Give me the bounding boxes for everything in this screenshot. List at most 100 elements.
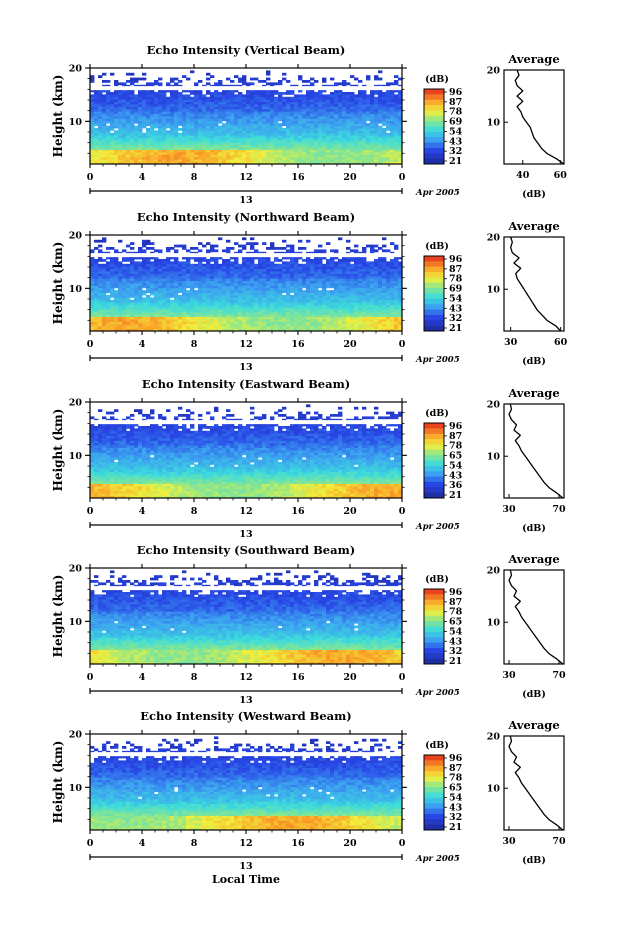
heatmap-cell (318, 137, 323, 141)
heatmap-cell (350, 135, 355, 138)
heatmap-cell (382, 137, 387, 141)
heatmap-cell (298, 89, 303, 93)
heatmap-cell (386, 152, 391, 155)
heatmap-cell (374, 111, 379, 114)
heatmap-cell (206, 118, 211, 122)
heatmap-cell (350, 292, 355, 296)
heatmap-cell (306, 123, 311, 126)
heatmap-cell (378, 108, 383, 112)
heatmap-cell (270, 273, 275, 277)
heatmap-cell (274, 268, 279, 272)
heatmap-cell (162, 130, 167, 134)
colorbar-swatch (424, 131, 444, 138)
heatmap-cell (346, 328, 351, 332)
heatmap-cell (130, 156, 135, 160)
heatmap-cell (382, 130, 387, 134)
heatmap-cell (298, 96, 303, 100)
heatmap-cell (242, 128, 247, 131)
heatmap-cell (146, 101, 151, 105)
heatmap-cell (286, 287, 291, 291)
heatmap-cell (378, 326, 383, 329)
heatmap-cell (306, 297, 311, 301)
heatmap-cell (382, 280, 387, 284)
heatmap-cell (246, 120, 251, 124)
heatmap-cell (238, 125, 243, 129)
heatmap-cell (390, 266, 395, 269)
heatmap-cell (170, 275, 175, 279)
heatmap-cell (338, 309, 343, 313)
heatmap-cell (314, 140, 319, 143)
heatmap-cell (234, 304, 239, 308)
heatmap-cell (194, 259, 199, 262)
heatmap-cell (102, 108, 107, 112)
heatmap-cell (354, 287, 359, 291)
heatmap-cell (270, 285, 275, 289)
heatmap-cell (230, 125, 235, 129)
heatmap-cell (350, 295, 355, 298)
heatmap-cell (258, 295, 263, 298)
heatmap-cell (398, 108, 403, 112)
heatmap-cell (258, 111, 263, 114)
heatmap-cell (398, 295, 403, 298)
heatmap-cell (98, 309, 103, 313)
heatmap-cell (122, 125, 127, 129)
heatmap-cell (310, 159, 315, 162)
heatmap-cell (274, 280, 279, 284)
heatmap-cell (222, 123, 227, 126)
heatmap-cell (286, 311, 291, 315)
heatmap-cell (278, 273, 283, 277)
heatmap-cell (258, 316, 263, 320)
heatmap-cell (230, 142, 235, 146)
heatmap-cell (238, 159, 243, 162)
heatmap-cell (142, 259, 147, 262)
heatmap-cell (138, 96, 143, 100)
heatmap-cell (230, 161, 235, 165)
heatmap-cell (154, 132, 159, 136)
heatmap-cell (386, 302, 391, 305)
heatmap-cell (246, 106, 251, 110)
heatmap-cell (194, 299, 199, 303)
heatmap-cell (178, 328, 183, 332)
heatmap-cell (258, 311, 263, 315)
heatmap-cell (170, 280, 175, 284)
heatmap-cell (222, 137, 227, 141)
heatmap-cell (386, 268, 391, 272)
heatmap-cell (370, 292, 375, 296)
heatmap-cell (102, 159, 107, 162)
heatmap-cell (194, 297, 199, 301)
heatmap-cell (358, 118, 363, 122)
heatmap-cell (254, 309, 259, 313)
heatmap-cell (274, 295, 279, 298)
heatmap-cell (298, 147, 303, 150)
heatmap-cell (346, 299, 351, 303)
heatmap-cell (270, 149, 275, 153)
heatmap-cell (186, 268, 191, 272)
heatmap-cell (246, 283, 251, 286)
heatmap-cell (386, 266, 391, 269)
heatmap-cell (130, 285, 135, 289)
heatmap-cell (218, 156, 223, 160)
heatmap-cell (270, 263, 275, 267)
heatmap-cell (174, 304, 179, 308)
heatmap-cell (398, 132, 403, 136)
heatmap-cell (158, 96, 163, 100)
heatmap-cell (214, 94, 219, 98)
heatmap-cell (254, 120, 259, 124)
heatmap-cell (282, 297, 287, 301)
heatmap-cell (198, 316, 203, 320)
heatmap-cell (142, 77, 147, 81)
heatmap-cell (362, 316, 367, 320)
heatmap-cell (386, 290, 391, 293)
heatmap-cell (342, 82, 347, 86)
heatmap-cell (322, 142, 327, 146)
heatmap-cell (110, 328, 115, 332)
heatmap-cell (254, 111, 259, 114)
heatmap-cell (294, 156, 299, 160)
heatmap-cell (166, 275, 171, 279)
heatmap-cell (210, 328, 215, 332)
heatmap-cell (138, 89, 143, 93)
heatmap-cell (166, 273, 171, 277)
heatmap-cell (270, 326, 275, 329)
heatmap-cell (362, 156, 367, 160)
heatmap-cell (298, 101, 303, 105)
